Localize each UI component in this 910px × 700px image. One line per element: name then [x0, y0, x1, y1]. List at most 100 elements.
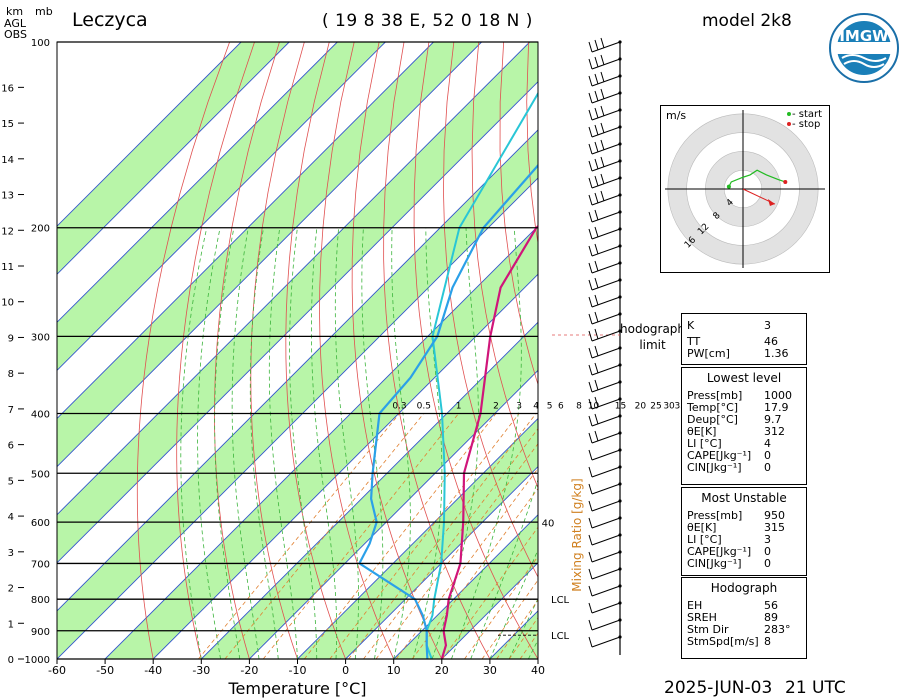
obs-label: OBS — [4, 28, 27, 41]
dry-adiabat-line — [471, 42, 538, 489]
lowest-level-param-value: 9.7 — [764, 413, 782, 426]
wind-barb-feather — [594, 141, 599, 153]
wind-barb-feather — [588, 194, 593, 206]
wind-barb-feather — [594, 345, 599, 357]
wind-barb-feather — [588, 41, 593, 53]
hodo-unit: m/s — [666, 109, 687, 122]
tt-index-value: 46 — [764, 335, 778, 348]
height-tick-label: 15 — [1, 119, 14, 130]
wind-barb-feather — [594, 294, 599, 306]
isotherm-line — [152, 273, 538, 659]
temp-tick-label: -30 — [192, 664, 210, 677]
x-axis-title: Temperature [°C] — [227, 679, 366, 698]
wind-barb-shaft — [591, 330, 621, 342]
mixing-ratio-label: 6 — [558, 401, 564, 411]
mixing-ratio-label: 8 — [576, 401, 582, 411]
hodograph-param-param-name: SREH — [687, 611, 717, 624]
most-unstable-row: θE[K] 315 — [682, 522, 806, 534]
most-unstable-param-value: 3 — [764, 533, 771, 546]
wind-barb-feather — [588, 279, 593, 291]
wind-barb-feather — [588, 517, 593, 529]
wind-barb-feather — [588, 75, 593, 87]
lowest-level-row: LI [°C] 4 — [682, 438, 806, 450]
isotherm-line — [393, 514, 538, 659]
mixing-ratio-line — [442, 526, 538, 659]
moist-adiabat-line — [451, 227, 522, 659]
k-index-value: 3 — [764, 319, 771, 332]
mixing-ratio-label: 0.5 — [417, 401, 431, 411]
most-unstable-param-name: Press[mb] — [687, 509, 743, 522]
mixing-ratio-label: 4 — [533, 401, 539, 411]
wind-barb-shaft — [591, 109, 621, 121]
height-tick-label: 12 — [1, 226, 14, 237]
wind-barb-feather — [600, 105, 605, 117]
isotherm-line — [57, 42, 290, 275]
dry-adiabat-line — [176, 42, 255, 659]
wind-barb-feather — [588, 483, 593, 495]
most-unstable-row: Press[mb] 950 — [682, 510, 806, 522]
wind-barb-shaft — [591, 585, 621, 597]
wind-barb-feather — [594, 413, 599, 425]
wind-barb-shaft — [591, 126, 621, 138]
lowest-level-param-name: LI [°C] — [687, 437, 722, 450]
wind-barb-feather — [588, 143, 593, 155]
wind-barb-feather — [588, 415, 593, 427]
wind-barb-shaft — [591, 568, 621, 580]
agl-label: AGL — [4, 17, 26, 30]
wind-barb-shaft — [591, 551, 621, 563]
wind-barb-shaft — [591, 262, 621, 274]
mixing-ratio-label: 5 — [547, 401, 553, 411]
wind-barb-feather — [588, 313, 593, 325]
height-tick-label: 1 — [8, 619, 14, 630]
wind-barb-feather — [600, 88, 605, 100]
wind-barb-feather — [588, 364, 593, 376]
mixing-ratio-label: 2 — [493, 401, 499, 411]
mixing-ratio-label: 3 — [516, 401, 522, 411]
hodo-stop-point — [783, 179, 788, 184]
lowest-level-param-value: 1000 — [764, 389, 792, 402]
height-tick-label: 5 — [8, 476, 14, 487]
wind-barb-shaft — [591, 364, 621, 376]
lowest-level-param-name: Press[mb] — [687, 389, 743, 402]
height-tick-label: 16 — [1, 83, 14, 94]
stop-dot-icon — [787, 122, 791, 126]
lowest-level-param-name: θE[K] — [687, 425, 717, 438]
moist-adiabat-line — [334, 227, 359, 659]
hodo-limit-line1: hodograph — [620, 322, 686, 336]
wind-barb-feather — [588, 262, 593, 274]
height-tick-label: 8 — [8, 369, 14, 380]
most-unstable-param-value: 0 — [764, 557, 771, 570]
wind-barb-feather — [594, 311, 599, 323]
wind-barb-feather — [588, 449, 593, 461]
wind-barb-shaft — [591, 398, 621, 410]
km-label: km — [6, 5, 24, 18]
temperature-curve — [440, 224, 538, 659]
moist-adiabat-line — [197, 227, 221, 659]
pressure-tick-label: 400 — [31, 409, 50, 420]
wind-barb-feather — [588, 296, 593, 308]
wind-barb-feather — [594, 192, 599, 204]
indices-box: K 3 TT 46 PW[cm] 1.36 — [681, 313, 807, 365]
wind-barb-feather — [600, 71, 605, 83]
wind-barb-shaft — [591, 58, 621, 70]
green-band — [57, 129, 538, 659]
mixing-ratio-line — [481, 579, 538, 659]
dewpoint-curve — [357, 163, 538, 659]
isotherm-line — [57, 42, 386, 372]
lowest-level-param-value: 0 — [764, 461, 771, 474]
wind-barb-feather — [588, 347, 593, 359]
dry-adiabat-line — [852, 42, 910, 672]
temp-tick-label: 0 — [342, 664, 349, 677]
wind-barb-feather — [588, 381, 593, 393]
moist-adiabat-line — [412, 227, 443, 659]
isotherm-line — [345, 465, 538, 659]
wind-barb-feather — [594, 430, 599, 442]
temp-tick-label: 40 — [531, 664, 545, 677]
temp-tick-label: 30 — [483, 664, 497, 677]
temp-tick-label: 20 — [435, 664, 449, 677]
wind-barb-shaft — [591, 160, 621, 172]
wind-barb-feather — [600, 122, 605, 134]
moist-adiabat-line — [180, 227, 208, 659]
lowest-level-param-name: CIN[Jkg⁻¹] — [687, 461, 742, 474]
